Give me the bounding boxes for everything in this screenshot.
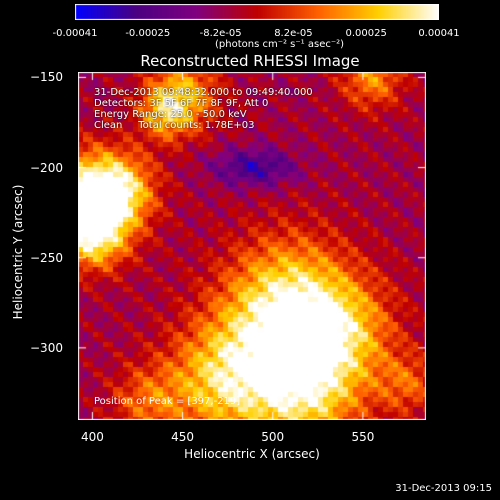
chart-title: Reconstructed RHESSI Image — [140, 52, 360, 70]
annotation-detectors: Detectors: 3F 5F 6F 7F 8F 9F, Att 0 — [94, 98, 269, 109]
x-tick-label: 550 — [351, 430, 375, 444]
x-tick-label: 450 — [171, 430, 195, 444]
colorbar-tick-label: -8.2e-05 — [199, 28, 242, 39]
x-axis-label: Heliocentric X (arcsec) — [184, 447, 320, 461]
annotation-energy-range: Energy Range: 25.0 - 50.0 keV — [94, 109, 247, 120]
x-tick-label: 400 — [80, 430, 104, 444]
colorbar-tick-label: 0.00025 — [345, 28, 387, 39]
x-tick-label: 500 — [261, 430, 285, 444]
colorbar-unit-label: (photons cm⁻² s⁻¹ asec⁻²) — [215, 39, 345, 50]
colorbar — [75, 4, 439, 20]
y-tick-label: −150 — [30, 70, 63, 85]
timestamp: 31-Dec-2013 09:15 — [395, 483, 492, 494]
y-tick-label: −200 — [30, 160, 63, 175]
y-axis-label: Heliocentric Y (arcsec) — [11, 184, 25, 320]
colorbar-tick-label: -0.00025 — [125, 28, 171, 39]
y-tick-label: −250 — [30, 250, 63, 265]
peak-position-label: Position of Peak = [397,-219] — [94, 396, 241, 407]
colorbar-tick-label: 0.00041 — [418, 28, 460, 39]
y-tick-label: −300 — [30, 340, 63, 355]
colorbar-tick-label: 8.2e-05 — [274, 28, 313, 39]
annotation-time-range: 31-Dec-2013 09:48:32.000 to 09:49:40.000 — [94, 87, 313, 98]
annotation-counts: Clean Total counts: 1.78E+03 — [94, 120, 255, 131]
colorbar-tick-label: -0.00041 — [52, 28, 98, 39]
heatmap-image — [78, 72, 426, 420]
